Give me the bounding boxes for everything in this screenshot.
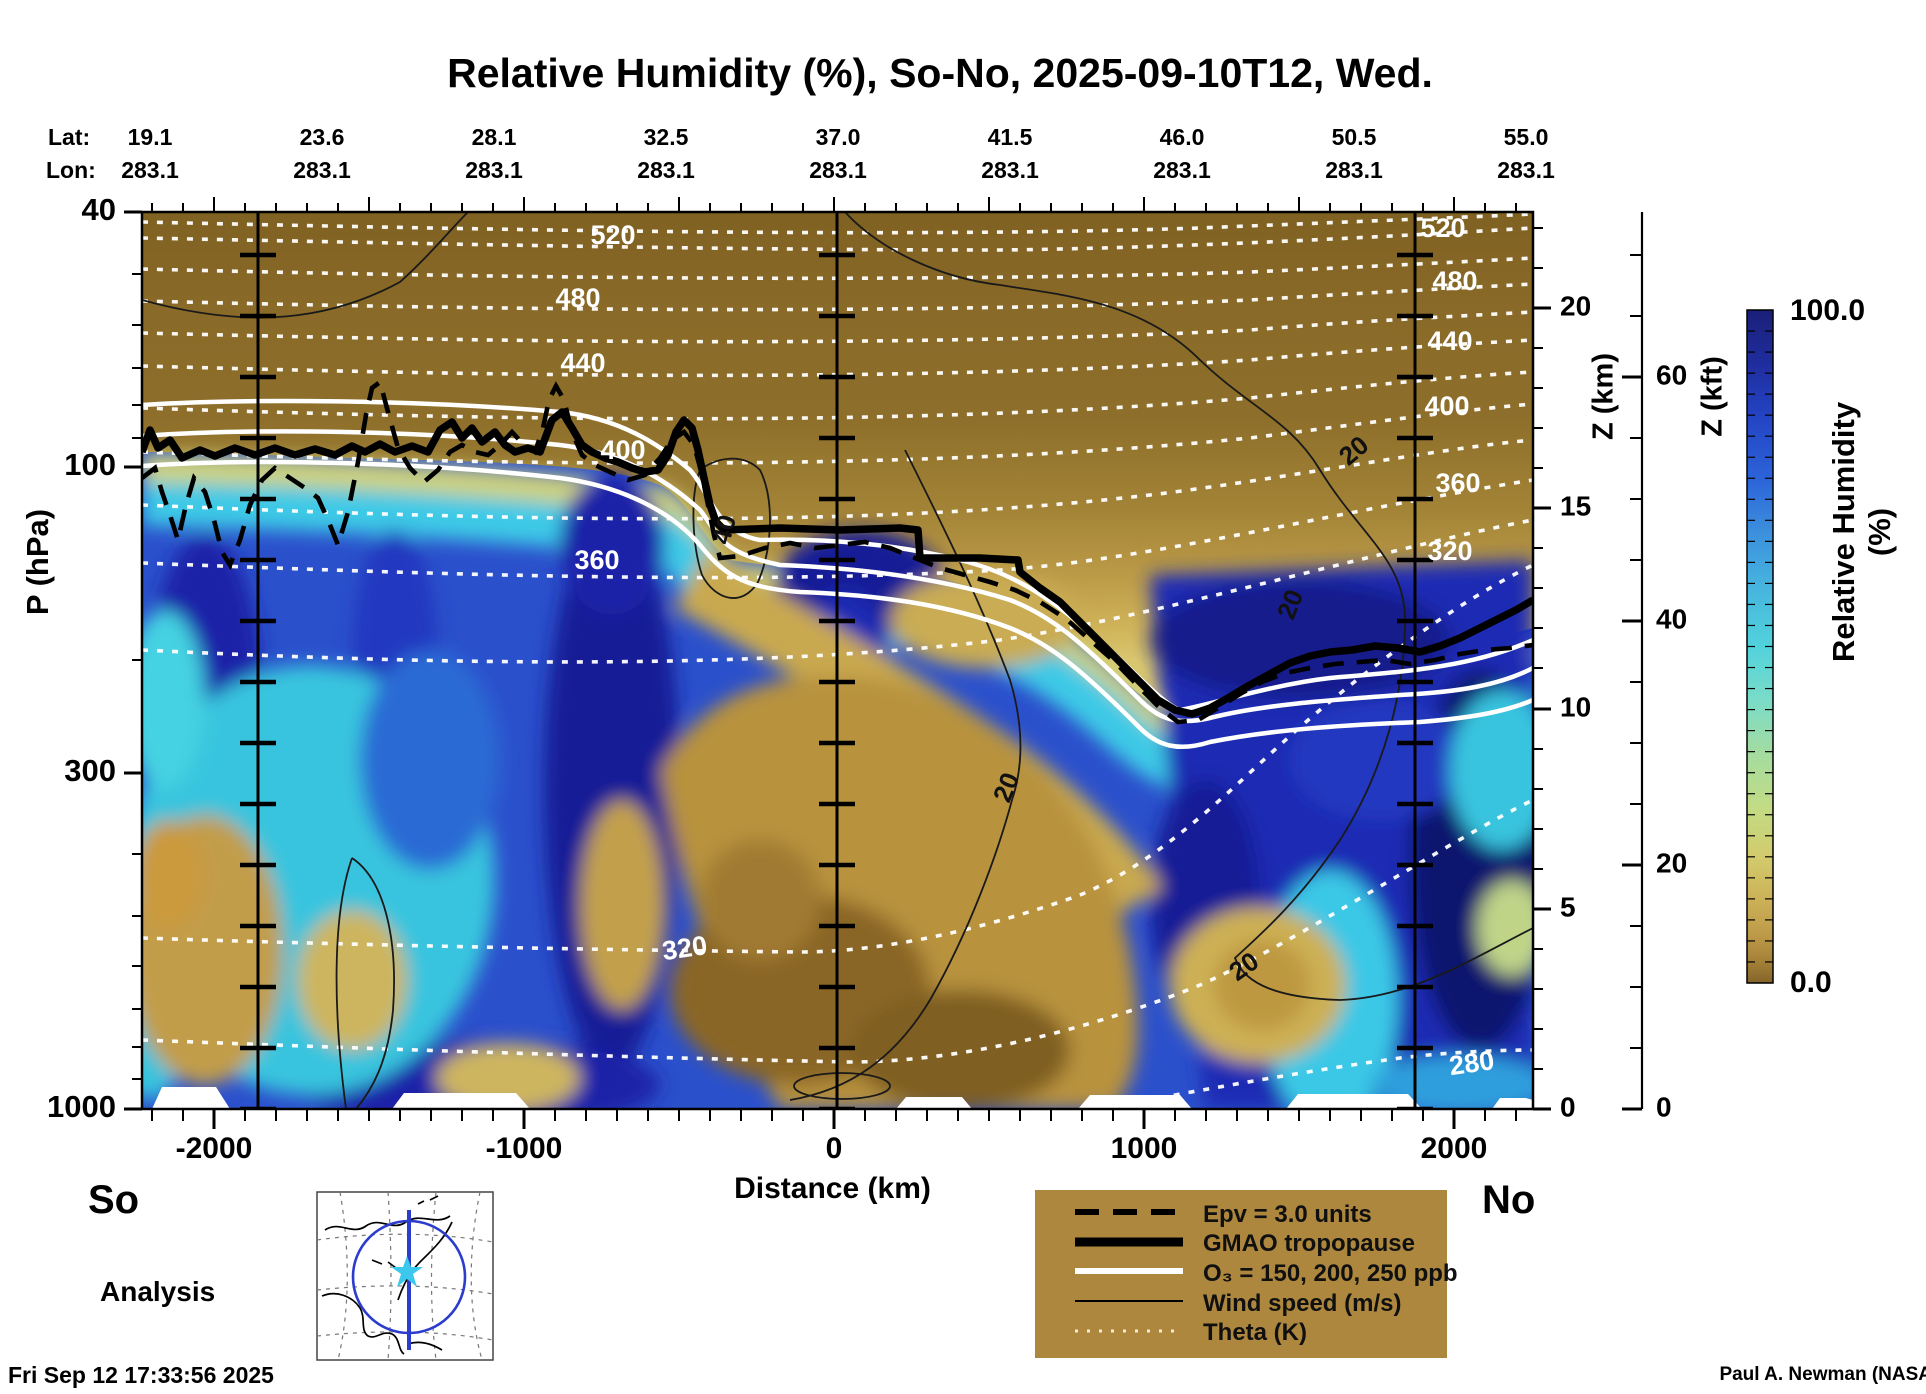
legend-item: Wind speed (m/s) bbox=[1035, 1289, 1447, 1319]
lon-value: 283.1 bbox=[1325, 157, 1383, 183]
legend-item: Theta (K) bbox=[1035, 1318, 1447, 1348]
credit-text: Paul A. Newman (NASA bbox=[1719, 1364, 1926, 1385]
theta-label: 440 bbox=[1427, 326, 1472, 356]
lat-value: 41.5 bbox=[987, 124, 1033, 150]
tick-label: 20 bbox=[1656, 847, 1687, 878]
lon-value: 283.1 bbox=[981, 157, 1039, 183]
theta-label: 280 bbox=[1447, 1045, 1496, 1081]
legend-line-sample bbox=[1035, 1259, 1185, 1288]
tick-label: 100 bbox=[64, 447, 116, 482]
lon-value: 283.1 bbox=[1497, 157, 1555, 183]
lat-value: 19.1 bbox=[127, 124, 173, 150]
lon-value: 283.1 bbox=[809, 157, 867, 183]
lon-value: 283.1 bbox=[637, 157, 695, 183]
page-title: Relative Humidity (%), So-No, 2025-09-10… bbox=[447, 50, 1433, 96]
top-axis-ticks bbox=[150, 197, 1518, 212]
colorbar-min-label: 0.0 bbox=[1790, 966, 1832, 999]
theta-label: 360 bbox=[1435, 468, 1480, 498]
legend-item: Epv = 3.0 units bbox=[1035, 1200, 1447, 1230]
tick-label: 1000 bbox=[1111, 1132, 1178, 1165]
colorbar bbox=[1746, 309, 1774, 984]
distance-axis-title: Distance (km) bbox=[734, 1172, 931, 1205]
tick-label: 5 bbox=[1560, 891, 1576, 922]
lat-value: 37.0 bbox=[815, 124, 861, 150]
tick-label: 1000 bbox=[47, 1089, 116, 1124]
lat-value: 50.5 bbox=[1331, 124, 1377, 150]
legend-line-sample bbox=[1035, 1319, 1185, 1348]
z-kft-axis bbox=[1622, 212, 1644, 1111]
distance-axis-ticks bbox=[150, 1109, 1518, 1129]
tick-label: 300 bbox=[64, 753, 116, 788]
tropopause-line bbox=[142, 408, 1533, 718]
theta-label: 480 bbox=[1432, 266, 1477, 296]
lat-value: 32.5 bbox=[643, 124, 689, 150]
wind-contours bbox=[142, 212, 1533, 1109]
lat-values-row: 19.1 23.6 28.1 32.5 37.0 41.5 46.0 50.5 55.0 bbox=[0, 124, 1926, 150]
tick-label: -1000 bbox=[486, 1132, 563, 1165]
tick-label: 40 bbox=[1656, 603, 1687, 634]
theta-label: 520 bbox=[1420, 213, 1465, 243]
tick-label: 15 bbox=[1560, 490, 1591, 521]
tick-label: 2000 bbox=[1421, 1132, 1488, 1165]
z-km-axis-ticks bbox=[1533, 227, 1551, 1111]
legend-item-label: Wind speed (m/s) bbox=[1203, 1289, 1402, 1317]
lon-value: 283.1 bbox=[1153, 157, 1211, 183]
lon-value: 283.1 bbox=[293, 157, 351, 183]
tick-label: 0 bbox=[1656, 1091, 1672, 1122]
theta-label: 400 bbox=[1424, 391, 1469, 421]
legend-item-label: Theta (K) bbox=[1203, 1319, 1307, 1347]
tick-label: 10 bbox=[1560, 691, 1591, 722]
legend-item-label: O₃ = 150, 200, 250 ppb bbox=[1203, 1259, 1458, 1287]
map-inset bbox=[316, 1191, 494, 1361]
theta-label: 320 bbox=[1427, 536, 1472, 566]
analysis-label: Analysis bbox=[100, 1276, 216, 1307]
legend-line-sample bbox=[1035, 1289, 1185, 1318]
theta-label: 360 bbox=[574, 545, 619, 575]
theta-label: 320 bbox=[660, 930, 709, 966]
lon-row-label: Lon: bbox=[46, 157, 96, 183]
lat-value: 46.0 bbox=[1159, 124, 1205, 150]
map-graticule bbox=[316, 1191, 494, 1361]
tick-label: 0 bbox=[1560, 1091, 1576, 1122]
map-coastlines bbox=[321, 1195, 453, 1355]
north-end-label: No bbox=[1482, 1178, 1536, 1222]
theta-label: 440 bbox=[560, 348, 605, 378]
rh-field: 5204804404003603205204804404003603202804… bbox=[142, 212, 1533, 1109]
south-end-label: So bbox=[88, 1178, 140, 1222]
lat-value: 28.1 bbox=[471, 124, 517, 150]
map-location-star bbox=[391, 1256, 423, 1287]
lat-value: 23.6 bbox=[299, 124, 345, 150]
lon-values-row: 283.1 283.1 283.1 283.1 283.1 283.1 283.1 283.1… bbox=[0, 157, 1926, 183]
lon-value: 283.1 bbox=[465, 157, 523, 183]
epv-contour bbox=[142, 378, 1533, 725]
theta-label: 400 bbox=[600, 435, 645, 465]
waypoint-lines bbox=[240, 212, 1433, 1109]
legend: Epv = 3.0 units GMAO tropopause O₃ = 150, … bbox=[1035, 1190, 1458, 1358]
colorbar-ticks bbox=[1747, 330, 1773, 963]
theta-label: 480 bbox=[555, 283, 600, 313]
lat-row-label: Lat: bbox=[48, 124, 91, 150]
colorbar-max-label: 100.0 bbox=[1790, 294, 1866, 327]
tick-label: -2000 bbox=[176, 1132, 253, 1165]
tick-label: 20 bbox=[1560, 290, 1591, 321]
legend-line-sample bbox=[1035, 1200, 1185, 1229]
legend-item-label: Epv = 3.0 units bbox=[1203, 1200, 1372, 1228]
theta-contours bbox=[142, 212, 1533, 1109]
tick-label: 60 bbox=[1656, 359, 1687, 390]
theta-label: 520 bbox=[590, 220, 635, 250]
lat-value: 55.0 bbox=[1503, 124, 1549, 150]
lon-value: 283.1 bbox=[121, 157, 179, 183]
legend-item: GMAO tropopause bbox=[1035, 1230, 1447, 1260]
legend-item: O₃ = 150, 200, 250 ppb bbox=[1035, 1259, 1458, 1289]
legend-item-label: GMAO tropopause bbox=[1203, 1230, 1416, 1258]
tick-label: 0 bbox=[826, 1132, 843, 1165]
tick-label: 40 bbox=[82, 192, 116, 227]
pressure-axis-ticks bbox=[124, 210, 142, 1111]
legend-line-sample bbox=[1035, 1230, 1185, 1259]
axis-tick-labels: 40 100 300 1000 -2000 -1000 0 1000 2000 20 15 10 5 0 6… bbox=[47, 192, 1687, 1165]
creation-timestamp: Fri Sep 12 17:33:56 2025 bbox=[8, 1362, 274, 1388]
